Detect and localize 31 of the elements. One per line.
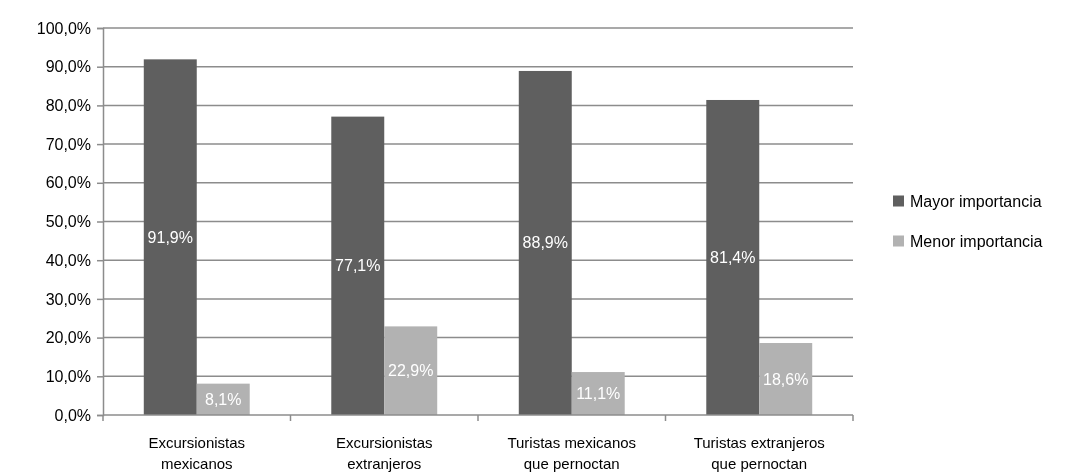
- y-tick-label: 40,0%: [45, 251, 91, 269]
- text: 11,1%: [576, 385, 621, 403]
- legend-label: Mayor importancia: [910, 193, 1042, 210]
- bar: [143, 59, 197, 415]
- bar: [759, 343, 813, 415]
- bar: [518, 70, 572, 415]
- y-tick-label: 10,0%: [45, 367, 91, 385]
- bar: [706, 99, 760, 415]
- bar: [384, 326, 438, 415]
- x-tick-label: Excursionistas mexicanos: [148, 434, 246, 472]
- text: 22,9%: [388, 362, 434, 380]
- y-tick-label: 30,0%: [45, 290, 91, 308]
- x-tick-label: Excursionistas extranjeros: [335, 434, 433, 472]
- text: 8,1%: [205, 390, 242, 408]
- y-tick-label: 70,0%: [45, 135, 91, 153]
- text: 18,6%: [763, 370, 809, 388]
- text: 91,9%: [147, 228, 193, 246]
- text: 81,4%: [710, 248, 756, 266]
- x-tick-label: Turistas mexicanos que pernoctan: [507, 434, 637, 472]
- y-tick-label: 50,0%: [45, 213, 91, 231]
- legend-label: Menor importancia: [910, 233, 1043, 250]
- y-tick-label: 100,0%: [36, 19, 91, 37]
- bar: [331, 116, 385, 415]
- y-tick-label: 20,0%: [45, 329, 91, 347]
- y-tick-label: 90,0%: [45, 58, 91, 76]
- y-tick-label: 60,0%: [45, 174, 91, 192]
- x-tick-label: Turistas extranjeros que pernoctan: [693, 434, 825, 472]
- text: 88,9%: [522, 234, 568, 252]
- text: 77,1%: [335, 257, 381, 275]
- y-tick-label: 0,0%: [54, 406, 91, 424]
- y-tick-label: 80,0%: [45, 97, 91, 115]
